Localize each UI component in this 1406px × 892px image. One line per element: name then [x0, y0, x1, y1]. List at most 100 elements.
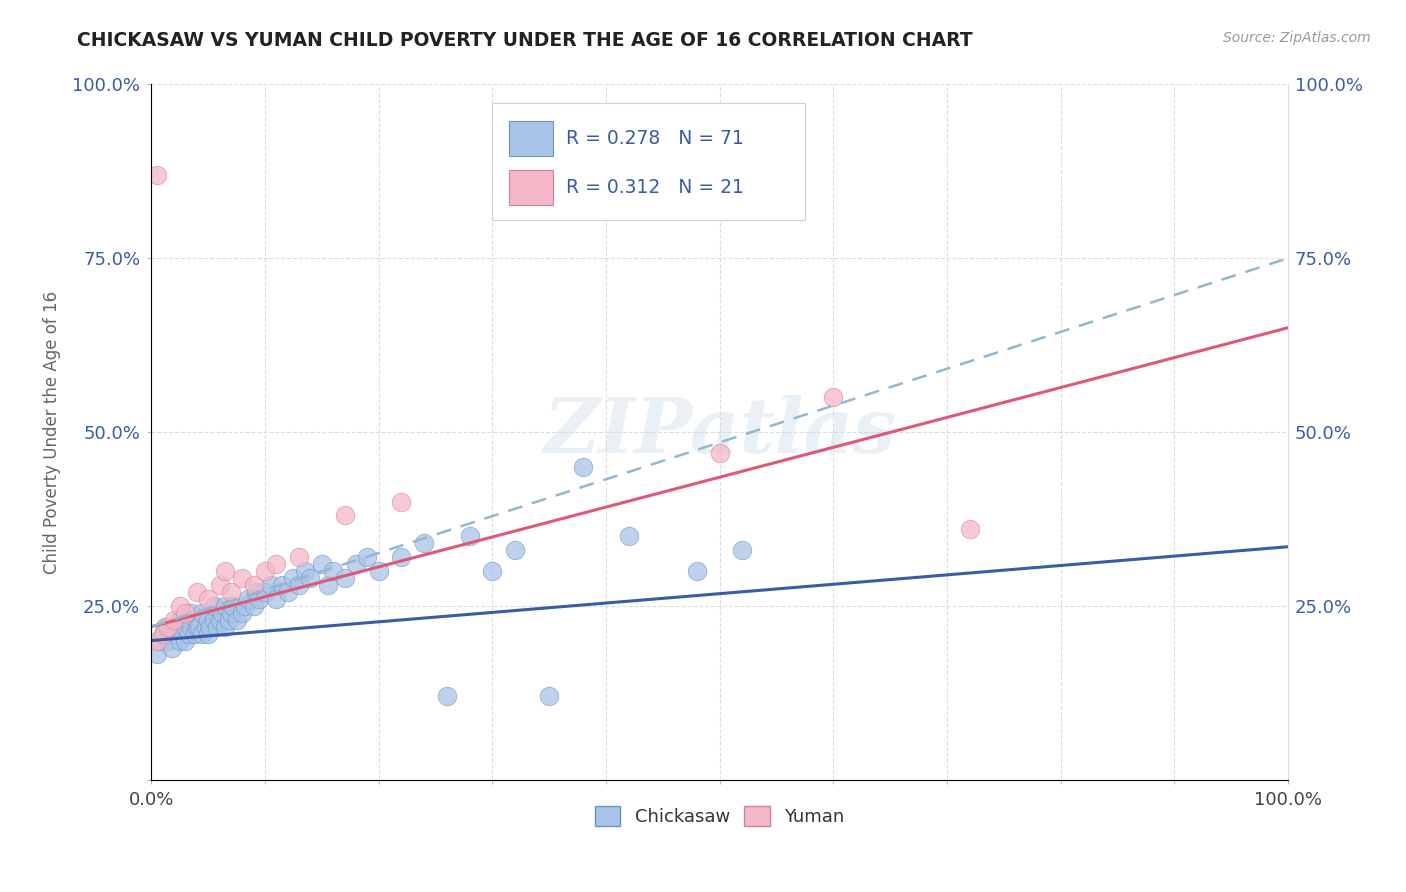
Point: [731, 543, 754, 558]
Point: [186, 585, 208, 599]
Point: [177, 626, 200, 640]
Point: [211, 606, 233, 620]
Point: [242, 599, 264, 613]
Point: [271, 578, 294, 592]
Point: [389, 494, 412, 508]
Point: [202, 613, 225, 627]
Point: [458, 529, 481, 543]
Point: [413, 536, 436, 550]
Point: [572, 459, 595, 474]
Point: [225, 613, 247, 627]
Point: [146, 168, 169, 182]
Point: [959, 522, 981, 536]
Point: [503, 543, 526, 558]
Point: [288, 578, 311, 592]
Point: [157, 620, 180, 634]
Point: [242, 578, 264, 592]
Point: [219, 606, 242, 620]
FancyBboxPatch shape: [509, 170, 553, 204]
Point: [186, 620, 208, 634]
Point: [180, 606, 202, 620]
Point: [157, 633, 180, 648]
Point: [283, 571, 305, 585]
Point: [231, 571, 253, 585]
Point: [146, 633, 169, 648]
Point: [218, 613, 240, 627]
Point: [294, 564, 316, 578]
Point: [207, 620, 229, 634]
Point: [322, 564, 344, 578]
Point: [174, 606, 197, 620]
Legend: Chickasaw, Yuman: Chickasaw, Yuman: [588, 799, 852, 833]
Point: [169, 613, 191, 627]
Point: [174, 633, 197, 648]
Point: [163, 613, 186, 627]
Point: [236, 591, 259, 606]
Point: [197, 626, 219, 640]
Point: [202, 599, 225, 613]
Point: [152, 626, 174, 640]
Point: [208, 578, 231, 592]
Point: [288, 550, 311, 565]
Point: [333, 508, 356, 523]
Point: [231, 606, 253, 620]
Text: R = 0.278   N = 71: R = 0.278 N = 71: [567, 129, 744, 148]
FancyBboxPatch shape: [509, 121, 553, 156]
Point: [188, 620, 211, 634]
Point: [177, 613, 200, 627]
Point: [344, 557, 367, 571]
Y-axis label: Child Poverty Under the Age of 16: Child Poverty Under the Age of 16: [44, 291, 60, 574]
Point: [172, 626, 194, 640]
Point: [356, 550, 378, 565]
Point: [165, 626, 187, 640]
Point: [169, 633, 191, 648]
Point: [160, 640, 183, 655]
Point: [197, 613, 219, 627]
Point: [152, 626, 174, 640]
Text: R = 0.312   N = 21: R = 0.312 N = 21: [567, 178, 744, 197]
Point: [174, 620, 197, 634]
Point: [191, 606, 214, 620]
Point: [169, 599, 191, 613]
Point: [266, 591, 288, 606]
Point: [222, 599, 245, 613]
FancyBboxPatch shape: [492, 103, 804, 220]
Point: [617, 529, 640, 543]
Text: ZIPatlas: ZIPatlas: [543, 395, 896, 469]
Text: Source: ZipAtlas.com: Source: ZipAtlas.com: [1223, 31, 1371, 45]
Point: [823, 390, 845, 404]
Point: [208, 613, 231, 627]
Point: [389, 550, 412, 565]
Point: [260, 578, 283, 592]
Point: [311, 557, 333, 571]
Point: [183, 626, 205, 640]
Point: [538, 689, 561, 703]
Point: [245, 585, 267, 599]
Point: [146, 648, 169, 662]
Point: [253, 564, 276, 578]
Point: [481, 564, 503, 578]
Point: [197, 591, 219, 606]
Point: [153, 620, 176, 634]
Point: [299, 571, 322, 585]
Point: [180, 620, 202, 634]
Point: [316, 578, 339, 592]
Point: [333, 571, 356, 585]
Point: [214, 599, 236, 613]
Point: [219, 585, 242, 599]
Point: [253, 585, 276, 599]
Point: [436, 689, 458, 703]
Point: [277, 585, 299, 599]
Point: [709, 446, 731, 460]
Point: [186, 613, 208, 627]
Point: [247, 591, 270, 606]
Point: [191, 626, 214, 640]
Text: CHICKASAW VS YUMAN CHILD POVERTY UNDER THE AGE OF 16 CORRELATION CHART: CHICKASAW VS YUMAN CHILD POVERTY UNDER T…: [77, 31, 973, 50]
Point: [194, 620, 217, 634]
Point: [200, 620, 222, 634]
Point: [149, 633, 172, 648]
Point: [367, 564, 389, 578]
Point: [163, 620, 186, 634]
Point: [214, 620, 236, 634]
Point: [214, 564, 236, 578]
